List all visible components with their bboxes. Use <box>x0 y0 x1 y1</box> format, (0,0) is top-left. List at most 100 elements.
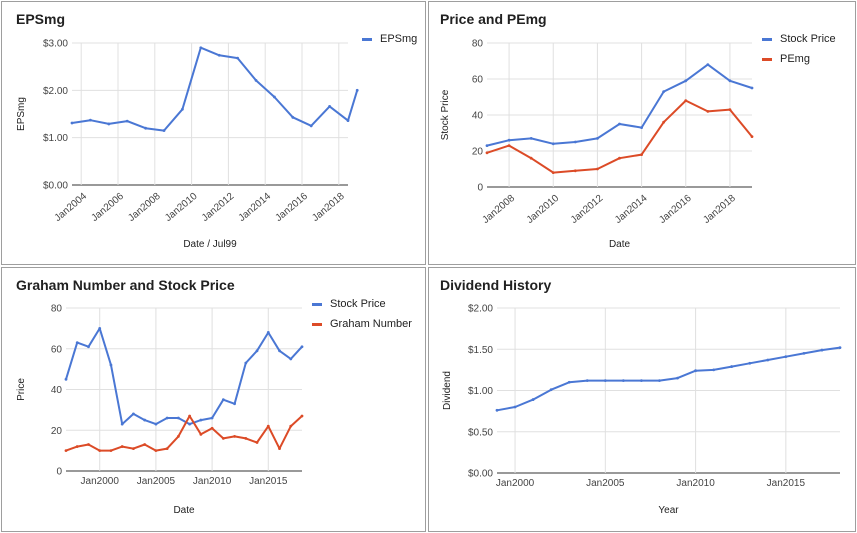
data-point <box>658 379 661 382</box>
series-line-2 <box>65 415 303 452</box>
data-point <box>621 379 625 382</box>
data-point <box>255 349 259 353</box>
data-point <box>165 447 169 450</box>
data-point <box>109 449 113 453</box>
data-point <box>233 434 236 438</box>
data-point <box>176 434 180 438</box>
y-tick-label: $0.00 <box>43 181 68 192</box>
data-point <box>300 414 304 418</box>
data-point <box>485 151 489 155</box>
y-tick-label: 0 <box>56 467 62 478</box>
x-axis-label: Date <box>609 239 631 250</box>
x-tick-label: Jan2016 <box>273 191 310 224</box>
x-tick-label: Jan2014 <box>237 191 274 224</box>
data-point <box>109 363 113 367</box>
x-tick-label: Jan2008 <box>481 193 518 226</box>
legend-swatch <box>312 323 322 326</box>
data-point <box>551 171 555 175</box>
data-point <box>221 437 225 440</box>
data-point <box>346 119 350 123</box>
y-tick-label: $1.00 <box>468 386 493 397</box>
data-point <box>278 349 281 353</box>
data-point <box>154 449 158 453</box>
data-point <box>507 144 511 148</box>
data-point <box>712 368 716 372</box>
data-point <box>507 138 511 142</box>
series-line-2 <box>486 99 753 174</box>
data-point <box>125 119 129 123</box>
x-tick-label: Jan2008 <box>126 191 163 224</box>
data-point <box>694 369 697 373</box>
data-point <box>684 99 688 102</box>
x-axis-label: Date / Jul99 <box>183 239 237 250</box>
data-point <box>70 121 74 125</box>
data-point <box>640 153 643 157</box>
data-point <box>728 108 732 111</box>
data-point <box>188 414 192 418</box>
series-line-1 <box>496 346 841 412</box>
data-point <box>98 326 102 330</box>
chart-title: Graham Number and Stock Price <box>16 277 235 293</box>
data-point <box>199 46 203 50</box>
x-tick-label: Jan2018 <box>701 193 738 226</box>
data-point <box>750 86 754 90</box>
data-point <box>254 78 258 82</box>
data-point <box>596 137 599 140</box>
x-tick-label: Jan2012 <box>569 193 606 226</box>
graham-chart-panel <box>1 267 426 532</box>
data-point <box>120 422 124 426</box>
y-tick-label: $0.50 <box>468 427 493 438</box>
data-point <box>75 445 79 448</box>
data-point <box>143 418 147 422</box>
data-point <box>618 122 621 126</box>
data-point <box>676 376 679 380</box>
y-tick-label: $1.50 <box>468 345 493 356</box>
legend-label: Stock Price <box>780 33 836 45</box>
chart-title: Dividend History <box>440 277 551 293</box>
data-point <box>120 445 124 448</box>
series-line-1 <box>71 46 359 132</box>
data-point <box>154 422 158 426</box>
chart-4: Dividend History $0.00 $0.50 $1.00 $1.50 $2.0… <box>440 277 842 516</box>
data-point <box>87 345 90 349</box>
legend-swatch <box>312 303 322 306</box>
data-point <box>551 142 555 146</box>
x-tick-label: Jan2010 <box>676 478 715 489</box>
data-point <box>820 348 824 352</box>
data-point <box>618 156 621 160</box>
x-tick-label: Jan2018 <box>310 191 347 224</box>
data-point <box>706 110 710 113</box>
data-point <box>107 122 111 126</box>
data-point <box>802 351 806 355</box>
data-point <box>64 377 68 381</box>
y-tick-label: 0 <box>477 183 483 194</box>
legend-swatch <box>362 38 372 41</box>
x-tick-label: Jan2000 <box>81 476 120 487</box>
legend-label: Graham Number <box>330 318 412 330</box>
y-tick-label: 40 <box>472 111 484 122</box>
data-point <box>328 105 331 108</box>
data-point <box>355 88 359 92</box>
data-point <box>838 346 842 349</box>
data-point <box>531 398 535 401</box>
data-point <box>266 424 270 428</box>
data-point <box>162 129 166 132</box>
data-point <box>233 402 236 406</box>
data-point <box>132 447 135 450</box>
x-tick-label: Jan2015 <box>249 476 288 487</box>
data-point <box>273 95 276 99</box>
y-tick-label: $2.00 <box>43 86 68 97</box>
data-point <box>221 398 225 402</box>
series-line-1 <box>65 327 303 426</box>
y-tick-label: 40 <box>51 385 63 396</box>
legend-label: PEmg <box>780 53 810 65</box>
data-point <box>64 449 68 453</box>
data-point <box>513 405 517 409</box>
data-point <box>181 107 184 111</box>
data-point <box>640 126 643 129</box>
data-point <box>573 169 577 173</box>
y-axis-label: Price <box>16 378 27 401</box>
data-point <box>596 167 599 171</box>
legend-label: EPSmg <box>380 33 417 45</box>
